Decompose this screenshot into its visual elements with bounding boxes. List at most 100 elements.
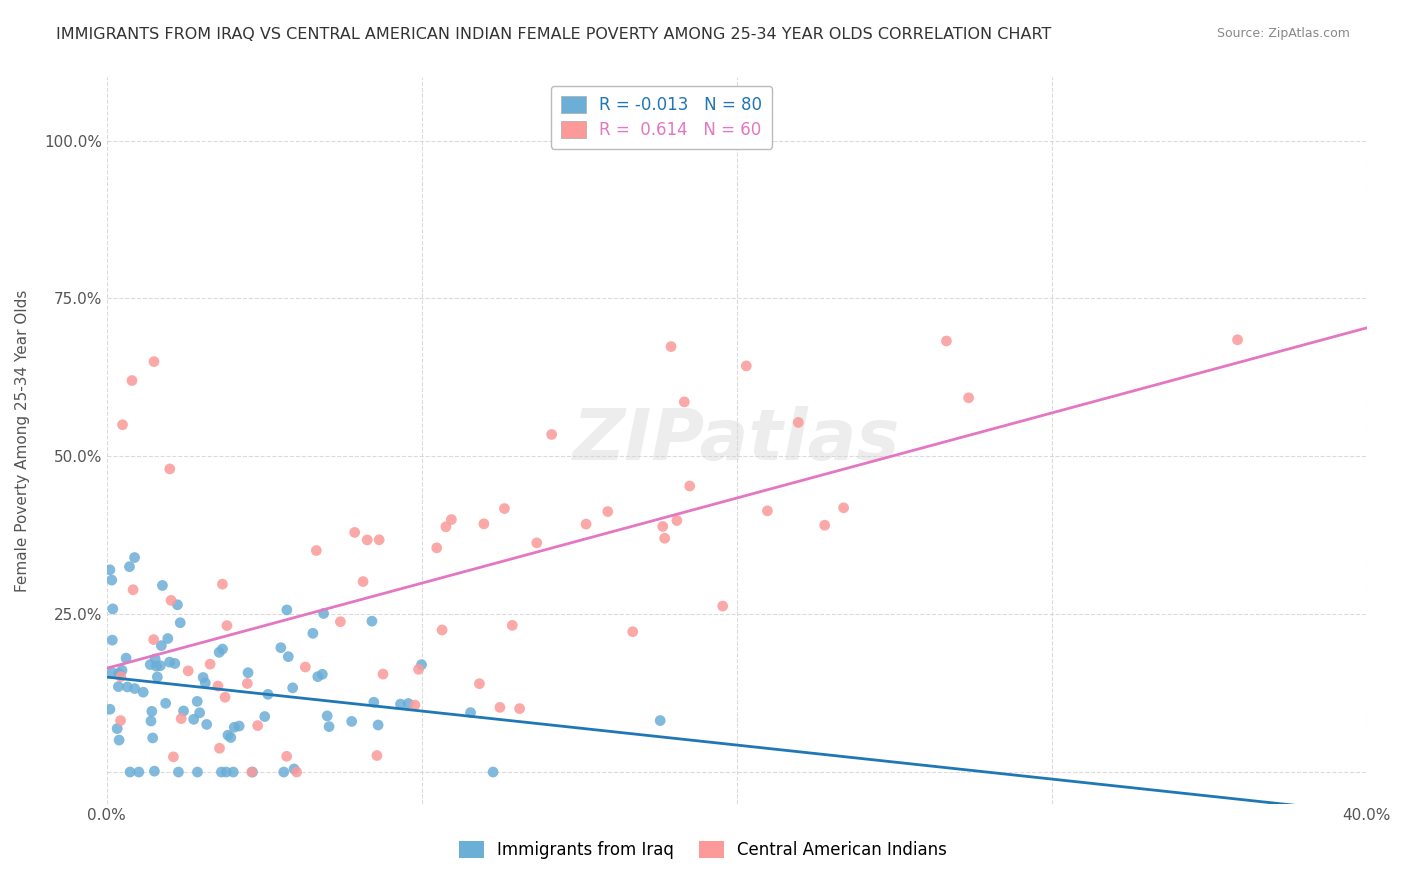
Point xyxy=(430,623,453,637)
Point xyxy=(101,602,124,616)
Point xyxy=(222,765,245,780)
Point xyxy=(575,517,598,532)
Point xyxy=(340,714,363,729)
Point xyxy=(285,765,308,780)
Point xyxy=(316,709,339,723)
Point xyxy=(540,427,562,442)
Point xyxy=(367,718,389,732)
Point xyxy=(209,765,232,780)
Point xyxy=(142,632,165,647)
Point xyxy=(281,681,304,695)
Point xyxy=(408,662,430,676)
Point xyxy=(110,669,132,683)
Point xyxy=(389,697,412,711)
Point xyxy=(440,512,463,526)
Point xyxy=(596,504,619,518)
Point xyxy=(145,659,167,673)
Point xyxy=(935,334,957,348)
Point xyxy=(270,640,292,655)
Point xyxy=(219,731,242,745)
Point xyxy=(501,618,523,632)
Point xyxy=(352,574,374,589)
Point xyxy=(177,664,200,678)
Point xyxy=(143,354,166,368)
Point xyxy=(426,541,449,555)
Point xyxy=(659,340,682,354)
Point xyxy=(305,543,328,558)
Point xyxy=(118,559,141,574)
Point xyxy=(150,639,173,653)
Point xyxy=(115,651,138,665)
Point xyxy=(302,626,325,640)
Point xyxy=(215,765,238,780)
Point xyxy=(307,670,329,684)
Point xyxy=(159,655,181,669)
Point xyxy=(242,765,264,780)
Point xyxy=(411,657,433,672)
Text: Source: ZipAtlas.com: Source: ZipAtlas.com xyxy=(1216,27,1350,40)
Point xyxy=(472,516,495,531)
Point xyxy=(149,658,172,673)
Point xyxy=(207,679,229,693)
Point xyxy=(246,718,269,732)
Point xyxy=(143,652,166,666)
Point xyxy=(236,665,259,680)
Point xyxy=(188,706,211,720)
Point xyxy=(787,416,810,430)
Point xyxy=(363,695,385,709)
Point xyxy=(211,642,233,657)
Point xyxy=(191,670,214,684)
Point xyxy=(169,615,191,630)
Point xyxy=(108,733,131,747)
Point xyxy=(273,765,295,780)
Point xyxy=(404,698,426,712)
Point xyxy=(665,514,688,528)
Point xyxy=(208,741,231,756)
Point xyxy=(329,615,352,629)
Point xyxy=(494,501,516,516)
Point xyxy=(257,687,280,701)
Point xyxy=(253,709,276,723)
Point xyxy=(122,582,145,597)
Point xyxy=(141,704,163,718)
Point xyxy=(228,719,250,733)
Point xyxy=(142,731,165,745)
Point xyxy=(957,391,980,405)
Point xyxy=(156,632,179,646)
Point xyxy=(139,657,162,672)
Point xyxy=(163,657,186,671)
Point xyxy=(110,714,132,728)
Point xyxy=(101,665,124,680)
Point xyxy=(673,395,696,409)
Point xyxy=(650,714,672,728)
Point xyxy=(139,714,162,728)
Point xyxy=(160,593,183,607)
Point xyxy=(186,765,208,780)
Point xyxy=(654,531,676,545)
Point xyxy=(215,618,238,632)
Point xyxy=(167,765,190,780)
Point xyxy=(152,578,174,592)
Point xyxy=(832,500,855,515)
Point xyxy=(208,645,231,659)
Point xyxy=(312,607,335,621)
Legend: Immigrants from Iraq, Central American Indians: Immigrants from Iraq, Central American I… xyxy=(453,834,953,866)
Point xyxy=(489,700,512,714)
Point xyxy=(460,706,482,720)
Point xyxy=(368,533,391,547)
Point xyxy=(198,657,221,672)
Point xyxy=(311,667,333,681)
Point xyxy=(194,675,217,690)
Point xyxy=(120,765,142,780)
Point xyxy=(217,728,239,742)
Point xyxy=(121,374,143,388)
Point xyxy=(756,504,779,518)
Point xyxy=(276,603,298,617)
Point xyxy=(211,577,233,591)
Point xyxy=(526,536,548,550)
Point xyxy=(214,690,236,705)
Point xyxy=(711,599,734,613)
Point xyxy=(132,685,155,699)
Point xyxy=(735,359,758,373)
Point xyxy=(1226,333,1249,347)
